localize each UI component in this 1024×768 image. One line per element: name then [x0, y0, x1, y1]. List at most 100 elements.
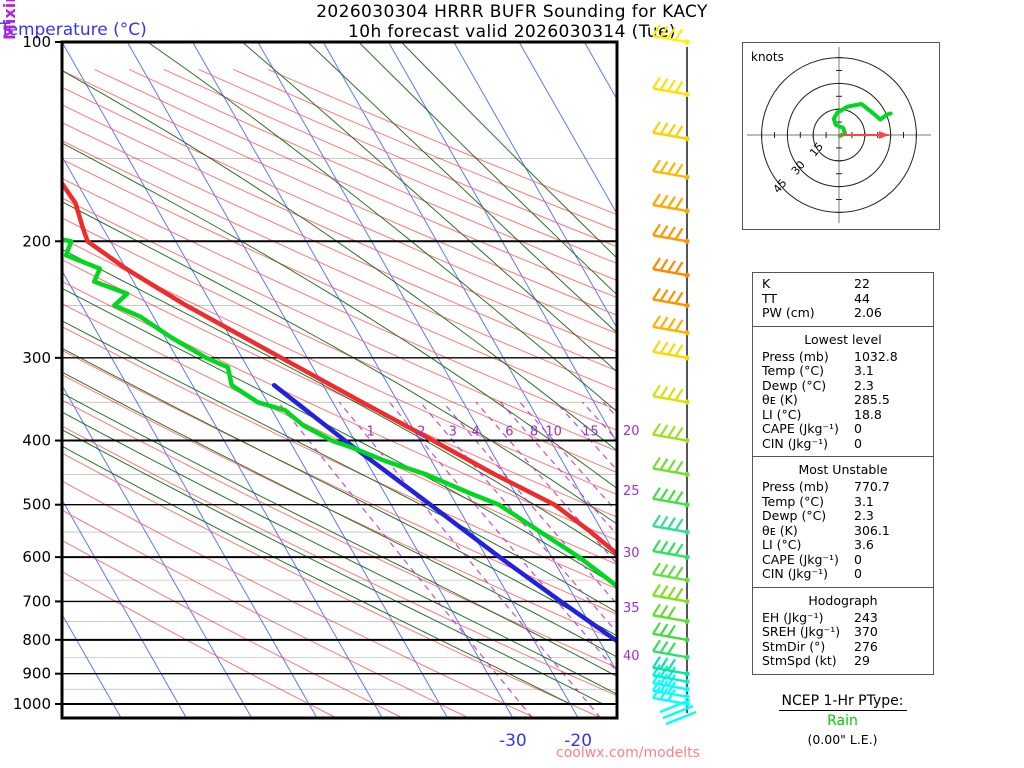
most-unstable-value: 0 — [854, 566, 862, 581]
stat-row: TT 44 — [753, 290, 933, 307]
stats-lowest-level-section: Lowest level Press (mb) 1032.8 Temp (°C) 3.… — [753, 327, 933, 457]
lowest-level-label: LI (°C) — [762, 406, 802, 422]
wind-barb — [662, 704, 694, 720]
hodograph-stat-label: StmSpd (kt) — [762, 653, 837, 668]
pressure-tick-label: 800 — [22, 631, 51, 649]
watermark: coolwx.com/modelts — [556, 745, 700, 761]
stat-row: K 22 — [753, 276, 933, 292]
lowest-level-heading: Lowest level — [804, 331, 882, 347]
wind-barb — [652, 456, 690, 478]
stat-label: K — [762, 276, 771, 291]
wind-barb — [652, 487, 690, 508]
wind-barb — [652, 121, 690, 142]
most-unstable-row: Dewp (°C) 2.3 — [753, 508, 933, 524]
ptype-liquid-equivalent: (0.00" L.E.) — [807, 732, 878, 747]
most-unstable-row: CIN (Jkg⁻¹) 0 — [753, 566, 933, 582]
pressure-tick-label: 1000 — [13, 695, 51, 713]
hodograph-stat-row: StmSpd (kt) 29 — [753, 653, 933, 669]
pressure-tick-label: 300 — [22, 349, 51, 367]
lowest-level-value: 0 — [854, 421, 862, 436]
most-unstable-row: Temp (°C) 3.1 — [753, 493, 933, 510]
most-unstable-row: LI (°C) 3.6 — [753, 537, 933, 553]
most-unstable-value: 306.1 — [854, 522, 890, 538]
temperature-axis-title: Temperature (°C) — [0, 20, 147, 40]
lowest-level-row: Temp (°C) 3.1 — [753, 363, 933, 379]
lowest-level-row: CIN (Jkg⁻¹) 0 — [753, 435, 933, 452]
wind-barb — [652, 422, 690, 444]
stats-most-unstable-section: Most Unstable Press (mb) 770.7 Temp (°C) 3.… — [753, 457, 933, 588]
pressure-tick-label: 900 — [22, 665, 51, 683]
temperature-tick-label: -20 — [564, 731, 592, 751]
statistics-panel: K 22 TT 44 PW (cm) 2.06 Lowest level Press (m… — [752, 272, 934, 675]
wind-barb — [665, 710, 697, 726]
pressure-tick-label: 100 — [22, 33, 51, 51]
pressure-tick-label: 200 — [22, 232, 51, 250]
hodograph-stat-label: SREH (Jkg⁻¹) — [762, 624, 841, 639]
ptype-heading: NCEP 1-Hr PType: — [778, 693, 907, 711]
wind-barb — [652, 340, 690, 361]
ptype-value: Rain — [827, 713, 858, 729]
hodograph-stat-row: SREH (Jkg⁻¹) 370 — [753, 624, 933, 640]
most-unstable-value: 770.7 — [854, 479, 890, 494]
page-title: 2026030304 HRRR BUFR Sounding for KACY — [316, 2, 708, 22]
lowest-level-label: θᴇ (K) — [762, 392, 798, 407]
wind-barb — [652, 663, 690, 685]
mixing-ratio-side-label: 35 — [623, 601, 640, 616]
most-unstable-label: Press (mb) — [762, 479, 829, 494]
wind-barb — [652, 287, 690, 309]
lowest-level-value: 1032.8 — [854, 348, 898, 364]
wind-barb — [652, 159, 690, 180]
hodograph-ring-label: 15 — [807, 140, 826, 159]
lowest-level-row: θᴇ (K) 285.5 — [753, 392, 933, 408]
lowest-level-value: 0 — [854, 435, 862, 451]
wind-barb — [652, 671, 690, 692]
pressure-tick-label: 400 — [22, 432, 51, 450]
hodograph-ring-label: 45 — [771, 177, 790, 196]
hodograph-stat-label: StmDir (°) — [762, 638, 826, 654]
hodograph-stat-label: EH (Jkg⁻¹) — [762, 609, 824, 625]
lowest-level-row: Dewp (°C) 2.3 — [753, 377, 933, 394]
wind-barb — [652, 223, 690, 244]
hodograph-unit-label: knots — [751, 50, 784, 64]
hodograph-stat-value: 276 — [854, 638, 878, 654]
mixing-ratio-label: 6 — [505, 425, 513, 440]
most-unstable-row: Press (mb) 770.7 — [753, 479, 933, 495]
stat-row: PW (cm) 2.06 — [753, 305, 933, 321]
most-unstable-row: CAPE (Jkg⁻¹) 0 — [753, 551, 933, 568]
lowest-level-label: CAPE (Jkg⁻¹) — [762, 421, 839, 436]
hodograph-stat-value: 243 — [854, 609, 878, 625]
lowest-level-value: 3.1 — [854, 363, 874, 378]
most-unstable-value: 0 — [854, 551, 862, 567]
page-subtitle: 10h forecast valid 2026030314 (Tue) — [348, 22, 676, 42]
stats-top-section: K 22 TT 44 PW (cm) 2.06 — [753, 273, 933, 327]
most-unstable-label: LI (°C) — [762, 537, 802, 552]
most-unstable-heading: Most Unstable — [798, 462, 888, 477]
most-unstable-label: CIN (Jkg⁻¹) — [762, 566, 828, 581]
lowest-level-value: 2.3 — [854, 377, 874, 393]
hodograph-stats-heading: Hodograph — [808, 592, 878, 608]
hodograph-stat-row: StmDir (°) 276 — [753, 638, 933, 655]
wind-barb — [652, 76, 690, 98]
most-unstable-value: 3.1 — [854, 493, 874, 509]
lowest-level-row: Press (mb) 1032.8 — [753, 348, 933, 365]
lowest-level-label: Press (mb) — [762, 348, 829, 364]
mixing-ratio-label: 1 — [367, 425, 375, 440]
lowest-level-row: LI (°C) 18.8 — [753, 406, 933, 423]
wind-barb — [652, 562, 690, 583]
mixing-ratio-side-label: 25 — [623, 484, 640, 499]
most-unstable-label: CAPE (Jkg⁻¹) — [762, 551, 839, 567]
lowest-level-value: 285.5 — [854, 392, 890, 407]
mixing-ratio-label: 2 — [417, 425, 425, 440]
wind-barb — [652, 583, 690, 605]
hodograph-stat-row: EH (Jkg⁻¹) 243 — [753, 609, 933, 626]
stat-value: 2.06 — [854, 305, 882, 320]
most-unstable-label: Temp (°C) — [762, 493, 825, 509]
mixing-ratio-side-label: 30 — [623, 546, 640, 561]
most-unstable-label: Dewp (°C) — [762, 508, 827, 523]
wind-barb — [659, 698, 691, 714]
lowest-level-label: CIN (Jkg⁻¹) — [762, 435, 828, 451]
stat-value: 44 — [854, 290, 870, 306]
lowest-level-row: CAPE (Jkg⁻¹) 0 — [753, 421, 933, 437]
wind-barb — [652, 193, 690, 214]
